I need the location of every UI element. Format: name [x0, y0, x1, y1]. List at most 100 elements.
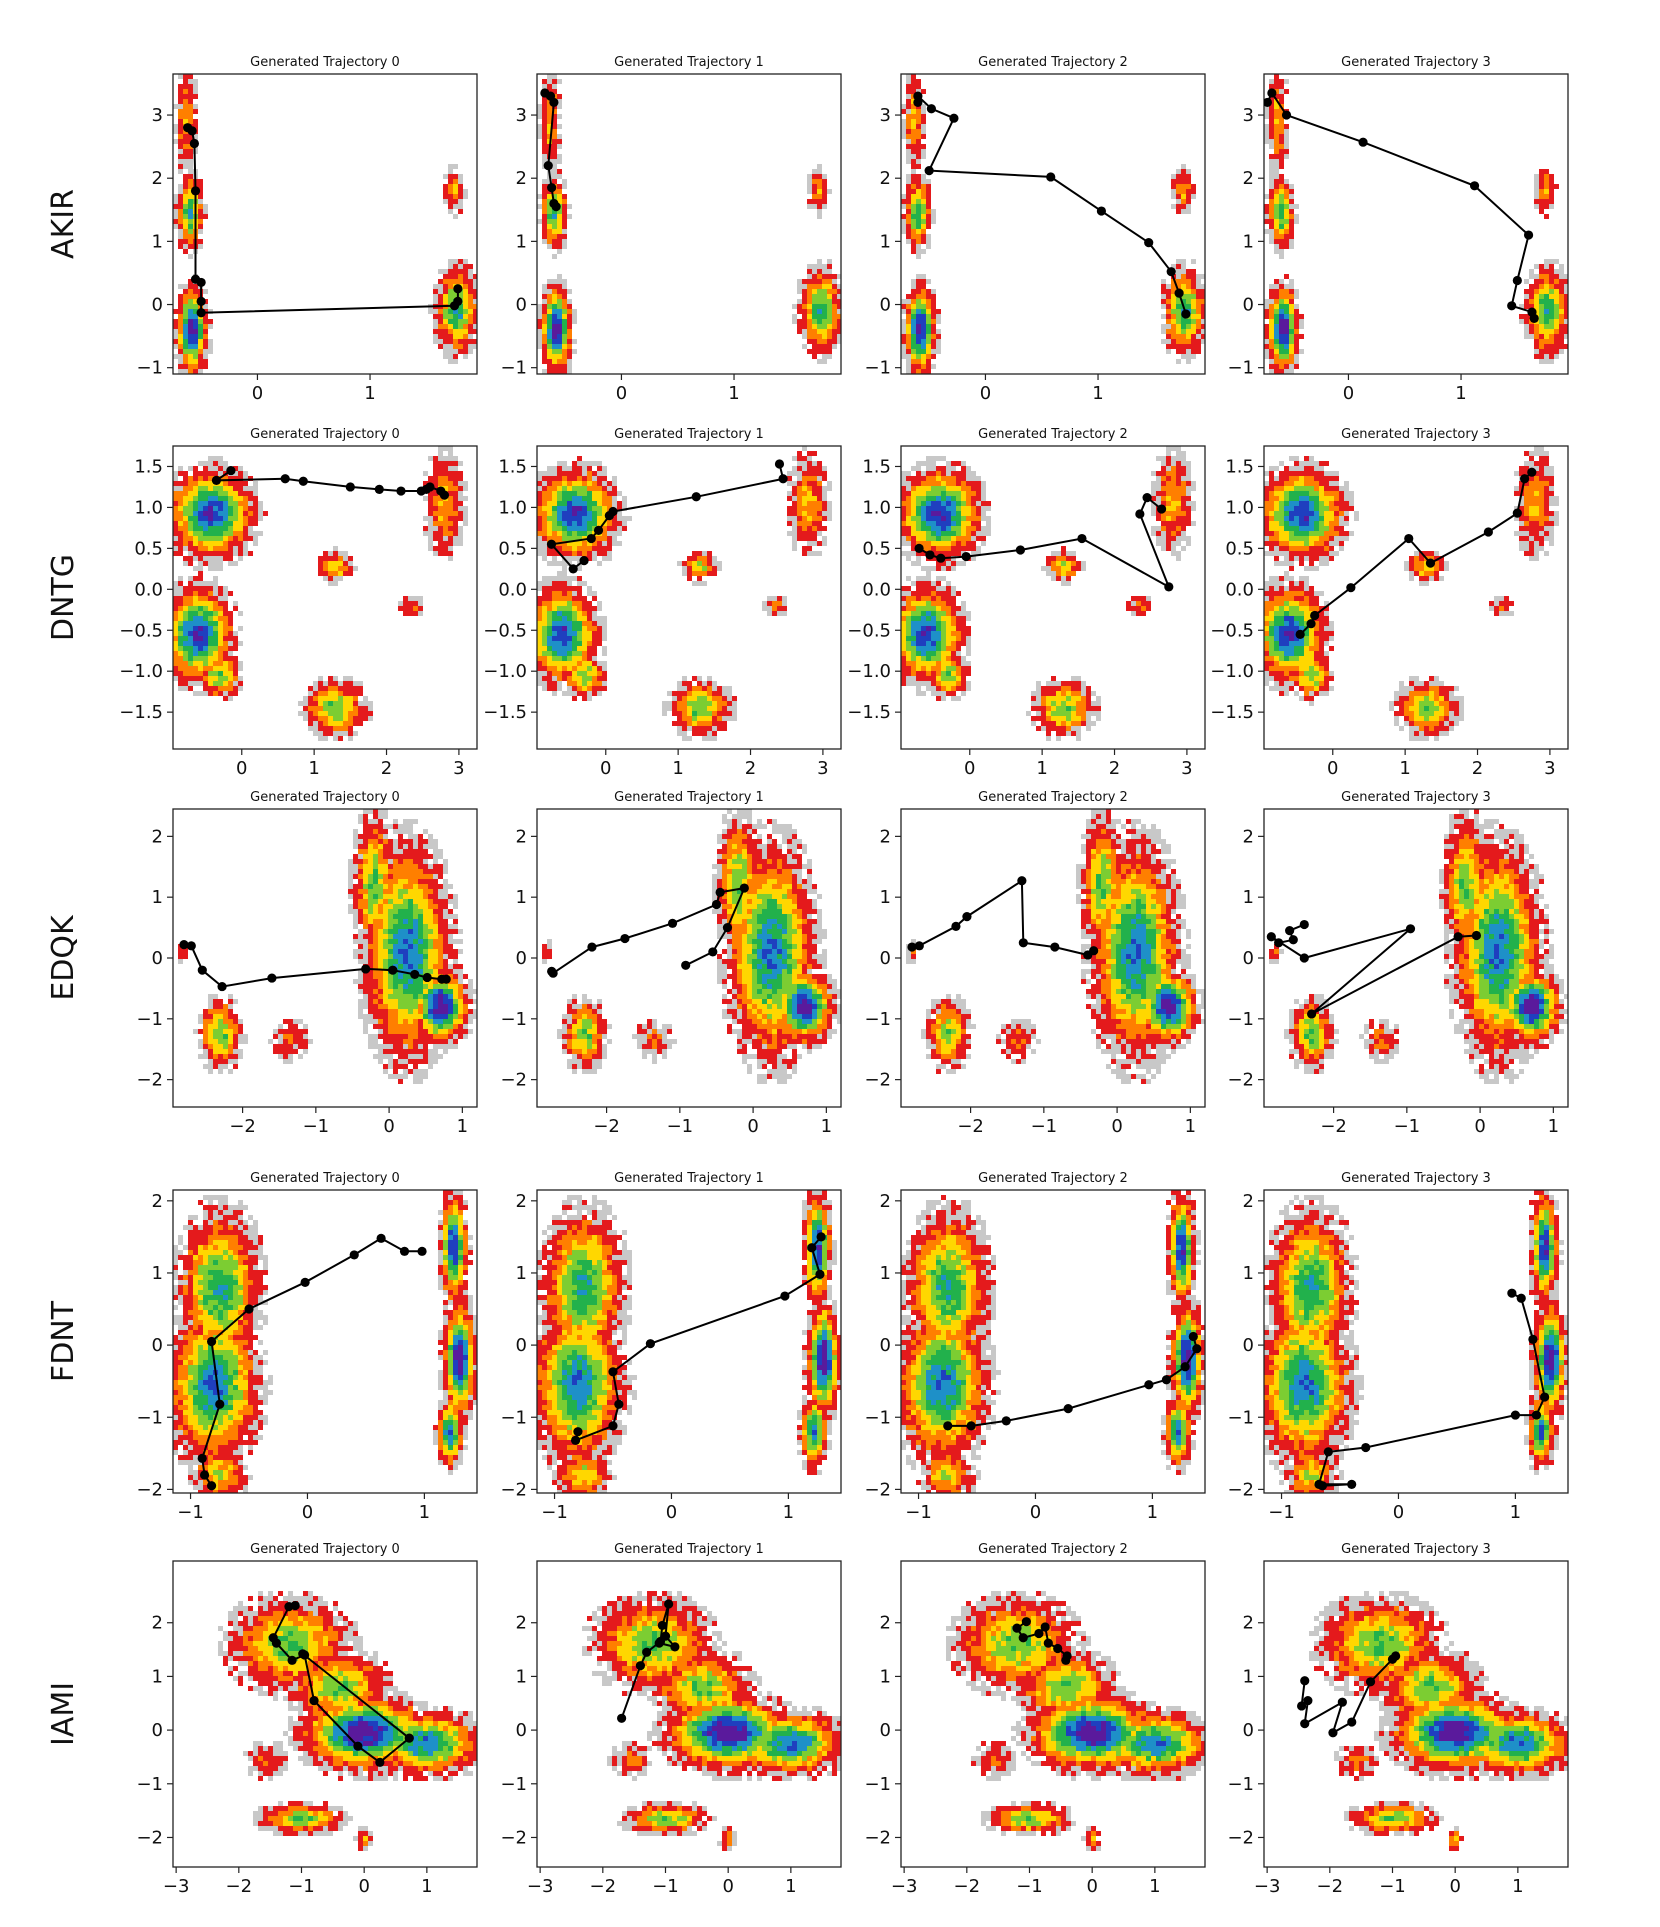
- y-tick-label: 0: [516, 1720, 527, 1741]
- trajectory-line: [916, 93, 1187, 315]
- trajectory-point: [1040, 1622, 1050, 1632]
- x-tick-label: 0: [722, 1876, 733, 1897]
- trajectory-point: [925, 550, 935, 560]
- x-tick-label: −2: [590, 1876, 617, 1897]
- x-tick-label: 1: [783, 1502, 794, 1523]
- trajectory-point: [284, 1602, 294, 1612]
- y-tick-label: 0: [152, 295, 163, 316]
- trajectory-point: [1516, 1293, 1526, 1303]
- x-tick-label: −2: [1317, 1876, 1344, 1897]
- panel-title: Generated Trajectory 1: [614, 1171, 764, 1186]
- trajectory-point: [196, 308, 206, 318]
- density-map: [1264, 1190, 1568, 1493]
- y-tick-label: −1: [864, 358, 891, 379]
- panel-title: Generated Trajectory 2: [978, 427, 1128, 442]
- trajectory-point: [722, 922, 733, 933]
- y-tick-label: −1: [500, 1774, 527, 1795]
- trajectory-point: [608, 1421, 618, 1431]
- trajectory-panel: Generated Trajectory 3 0 1 2 3 −1.5 −1.0 −0.5 0.…: [1210, 427, 1569, 779]
- trajectory-point: [1046, 172, 1056, 182]
- y-tick-label: 2: [516, 1613, 527, 1634]
- panel-title: Generated Trajectory 2: [978, 55, 1128, 70]
- trajectory-point: [298, 476, 308, 486]
- trajectory-panel: Generated Trajectory 1 −1 0 1 −2 −1 0 1 2: [500, 1171, 842, 1523]
- x-tick-label: 0: [964, 758, 975, 779]
- density-map: [537, 74, 841, 374]
- density-map: [218, 1591, 477, 1851]
- trajectory-point: [1266, 932, 1276, 942]
- trajectory-point: [711, 899, 722, 910]
- trajectory-point: [943, 1421, 953, 1431]
- trajectory-point: [1281, 110, 1292, 120]
- x-tick-label: −3: [1254, 1876, 1281, 1897]
- trajectory-point: [280, 474, 290, 484]
- trajectory-series: [197, 1233, 427, 1491]
- y-tick-label: 1: [880, 1263, 891, 1284]
- x-tick-label: 0: [1086, 1876, 1097, 1897]
- x-tick-label: −2: [229, 1116, 256, 1137]
- x-tick-label: −2: [954, 1876, 981, 1897]
- plot-frame: [900, 73, 1206, 375]
- trajectory-point: [1181, 309, 1191, 319]
- y-tick-label: 0.5: [498, 538, 527, 559]
- trajectory-point: [215, 1399, 225, 1409]
- y-tick-label: −2: [864, 1479, 891, 1500]
- trajectory-series: [1266, 919, 1482, 1019]
- y-tick-label: −0.5: [483, 620, 527, 641]
- y-tick-label: 2: [516, 168, 527, 189]
- x-tick-label: 3: [453, 758, 464, 779]
- trajectory-point: [617, 1713, 627, 1723]
- y-tick-label: −2: [500, 1479, 527, 1500]
- y-tick-label: 1: [1243, 1666, 1254, 1687]
- x-tick-label: 3: [1181, 758, 1192, 779]
- x-tick-label: −1: [667, 1116, 694, 1137]
- trajectory-point: [186, 941, 196, 951]
- trajectory-panel: Generated Trajectory 0 0 1 −1 0 1 2 3: [136, 55, 478, 404]
- x-tick-label: 1: [419, 1502, 430, 1523]
- trajectory-point: [197, 1453, 207, 1463]
- trajectory-point: [1453, 932, 1463, 942]
- y-tick-label: 1: [1243, 1263, 1254, 1284]
- y-tick-label: 1: [880, 1666, 891, 1687]
- density-map: [178, 809, 477, 1084]
- x-tick-label: 0: [1111, 1116, 1122, 1137]
- y-tick-label: 0.0: [134, 579, 163, 600]
- trajectory-point: [961, 551, 971, 562]
- panel-title: Generated Trajectory 0: [250, 427, 400, 442]
- trajectory-point: [664, 1599, 674, 1609]
- trajectory-series: [913, 91, 1191, 319]
- trajectory-point: [1307, 1009, 1317, 1019]
- plot-frame: [1263, 445, 1569, 750]
- x-tick-label: 0: [383, 1116, 394, 1137]
- trajectory-point: [774, 459, 785, 469]
- x-tick-label: −1: [1268, 1502, 1295, 1523]
- y-tick-label: −2: [500, 1070, 527, 1091]
- trajectory-line: [549, 463, 785, 571]
- y-tick-label: −1.0: [1210, 661, 1254, 682]
- trajectory-point: [715, 887, 725, 897]
- trajectory-point: [1531, 1410, 1542, 1420]
- x-tick-label: 1: [1455, 383, 1466, 404]
- trajectory-point: [1161, 1375, 1172, 1385]
- trajectory-point: [951, 921, 961, 931]
- trajectory-point: [189, 138, 199, 149]
- density-map: [537, 446, 832, 741]
- x-tick-label: 1: [364, 383, 375, 404]
- trajectory-point: [1306, 619, 1316, 629]
- trajectory-point: [1274, 938, 1284, 948]
- density-map: [901, 1190, 1205, 1493]
- trajectory-point: [1361, 1442, 1371, 1453]
- trajectory-point: [425, 482, 435, 492]
- y-tick-label: 1.5: [134, 456, 163, 477]
- y-tick-label: −1: [136, 1407, 163, 1428]
- x-tick-label: 0: [1327, 758, 1338, 779]
- density-map: [537, 1190, 841, 1493]
- y-tick-label: 1: [880, 231, 891, 252]
- trajectory-point: [778, 474, 788, 484]
- x-tick-label: 0: [1393, 1502, 1404, 1523]
- trajectory-point: [396, 486, 406, 496]
- panel-title: Generated Trajectory 3: [1341, 55, 1491, 70]
- trajectory-panel: Generated Trajectory 3 0 1 −1 0 1 2 3: [1227, 55, 1569, 404]
- y-tick-label: 2: [516, 1191, 527, 1212]
- y-tick-label: 2: [880, 1613, 891, 1634]
